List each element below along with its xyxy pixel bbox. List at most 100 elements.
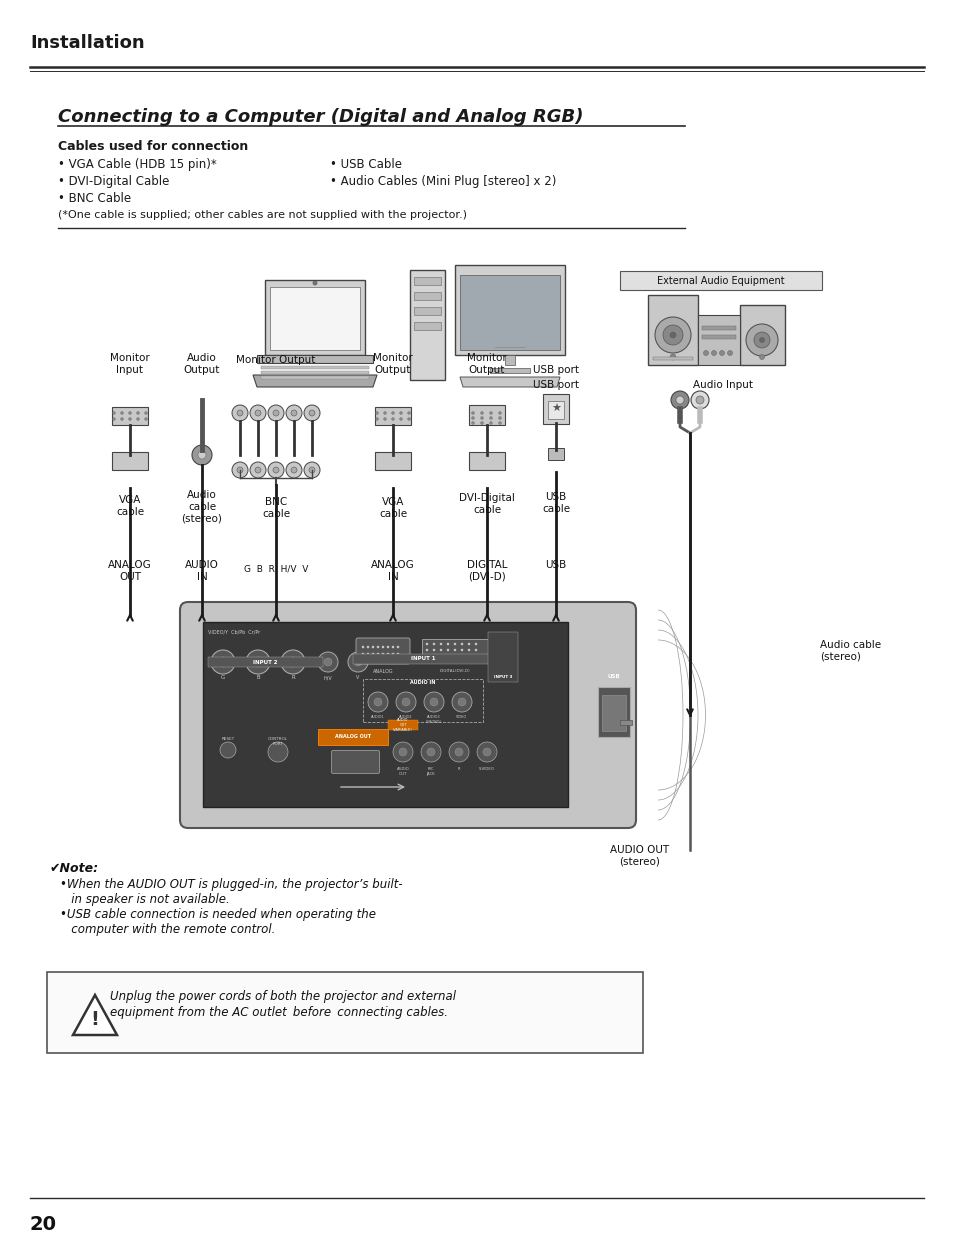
Circle shape — [759, 354, 763, 359]
Circle shape — [112, 411, 115, 415]
FancyBboxPatch shape — [270, 287, 359, 350]
Circle shape — [291, 410, 296, 416]
Circle shape — [719, 351, 723, 356]
Circle shape — [232, 405, 248, 421]
FancyBboxPatch shape — [740, 305, 784, 366]
Circle shape — [374, 698, 381, 706]
Circle shape — [430, 698, 437, 706]
Text: ANALOG
IN: ANALOG IN — [371, 559, 415, 582]
FancyBboxPatch shape — [112, 408, 148, 425]
Text: Audio cable
(stereo): Audio cable (stereo) — [820, 640, 881, 662]
FancyBboxPatch shape — [421, 638, 489, 663]
Circle shape — [433, 655, 435, 657]
Circle shape — [407, 417, 410, 420]
Circle shape — [489, 421, 492, 425]
Circle shape — [446, 655, 449, 657]
Text: USB: USB — [545, 559, 566, 571]
Circle shape — [433, 642, 435, 645]
Circle shape — [396, 646, 398, 648]
Circle shape — [407, 411, 410, 415]
Circle shape — [250, 462, 266, 478]
Text: G: G — [221, 676, 225, 680]
Text: VIDEO: VIDEO — [456, 715, 467, 719]
Circle shape — [455, 748, 462, 756]
Circle shape — [498, 411, 501, 415]
FancyBboxPatch shape — [265, 280, 365, 354]
Circle shape — [372, 646, 374, 648]
Circle shape — [281, 650, 305, 674]
Text: Connecting to a Computer (Digital and Analog RGB): Connecting to a Computer (Digital and An… — [58, 107, 583, 126]
Circle shape — [120, 417, 123, 420]
Circle shape — [383, 411, 386, 415]
Circle shape — [288, 657, 297, 667]
Circle shape — [670, 391, 688, 409]
Circle shape — [475, 648, 476, 651]
Polygon shape — [459, 377, 559, 387]
FancyBboxPatch shape — [261, 375, 369, 379]
FancyBboxPatch shape — [414, 322, 440, 330]
Circle shape — [198, 451, 206, 459]
Text: AUDIO3
L(MONO): AUDIO3 L(MONO) — [426, 715, 441, 724]
Circle shape — [399, 411, 402, 415]
Circle shape — [366, 653, 369, 656]
Circle shape — [236, 410, 243, 416]
FancyBboxPatch shape — [353, 655, 493, 664]
Circle shape — [489, 416, 492, 420]
Text: AUDIO IN: AUDIO IN — [410, 679, 436, 684]
Text: Monitor
Output: Monitor Output — [373, 353, 413, 375]
Text: Monitor
Output: Monitor Output — [467, 353, 506, 375]
Text: • BNC Cable: • BNC Cable — [58, 191, 131, 205]
Circle shape — [286, 462, 302, 478]
Circle shape — [439, 655, 442, 657]
Text: INPUT 1: INPUT 1 — [411, 657, 435, 662]
FancyBboxPatch shape — [388, 720, 417, 730]
Polygon shape — [253, 375, 376, 387]
Circle shape — [425, 655, 428, 657]
Circle shape — [218, 657, 228, 667]
Circle shape — [317, 652, 337, 672]
Circle shape — [460, 655, 463, 657]
FancyBboxPatch shape — [652, 357, 692, 359]
Text: ANALOG
OUT: ANALOG OUT — [108, 559, 152, 582]
Circle shape — [452, 692, 472, 713]
Circle shape — [446, 648, 449, 651]
Text: USB port: USB port — [533, 366, 578, 375]
Circle shape — [433, 648, 435, 651]
Text: 20: 20 — [30, 1215, 57, 1234]
Text: in speaker is not available.: in speaker is not available. — [60, 893, 230, 906]
Circle shape — [475, 642, 476, 645]
Circle shape — [460, 642, 463, 645]
Text: •USB cable connection is needed when operating the: •USB cable connection is needed when ope… — [60, 908, 375, 921]
Text: G  B  R  H/V  V: G B R H/V V — [244, 564, 308, 574]
Circle shape — [467, 642, 470, 645]
FancyBboxPatch shape — [542, 394, 568, 424]
FancyBboxPatch shape — [410, 270, 444, 380]
Circle shape — [136, 411, 139, 415]
Circle shape — [386, 646, 389, 648]
Circle shape — [480, 416, 483, 420]
Text: R: R — [291, 676, 294, 680]
Circle shape — [475, 655, 476, 657]
Circle shape — [655, 317, 690, 353]
Text: R/C
JACK: R/C JACK — [426, 767, 435, 776]
Text: B: B — [256, 676, 259, 680]
Text: • USB Cable: • USB Cable — [330, 158, 401, 170]
Circle shape — [396, 653, 398, 656]
Circle shape — [711, 351, 716, 356]
Circle shape — [392, 653, 394, 656]
Circle shape — [457, 698, 465, 706]
Text: Audio
cable
(stereo): Audio cable (stereo) — [181, 490, 222, 524]
Circle shape — [398, 748, 407, 756]
Circle shape — [454, 655, 456, 657]
FancyBboxPatch shape — [547, 448, 563, 459]
Circle shape — [220, 742, 235, 758]
FancyBboxPatch shape — [459, 275, 559, 350]
Circle shape — [375, 411, 378, 415]
Circle shape — [273, 467, 278, 473]
Circle shape — [662, 325, 682, 345]
Circle shape — [702, 351, 708, 356]
Text: DIGITAL
(DVI-D): DIGITAL (DVI-D) — [466, 559, 507, 582]
Circle shape — [253, 657, 263, 667]
FancyBboxPatch shape — [261, 366, 369, 369]
FancyBboxPatch shape — [619, 720, 631, 725]
